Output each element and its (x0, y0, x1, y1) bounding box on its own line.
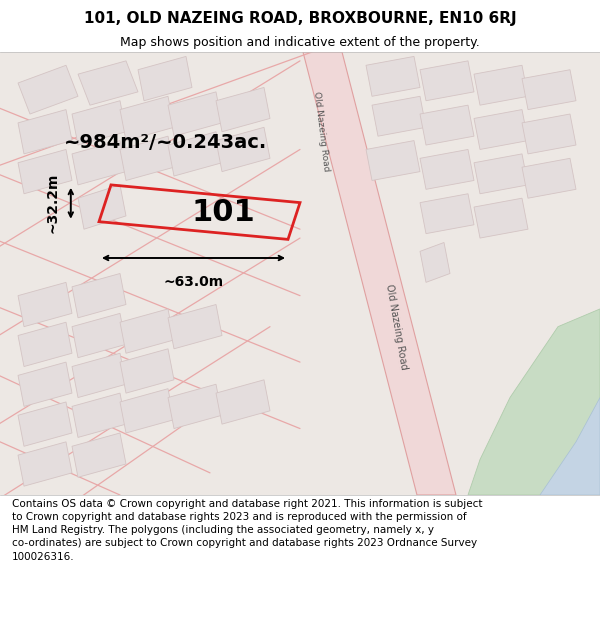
Polygon shape (474, 154, 528, 194)
Polygon shape (72, 353, 126, 398)
Polygon shape (72, 433, 126, 478)
Text: ~63.0m: ~63.0m (163, 275, 224, 289)
Text: Map shows position and indicative extent of the property.: Map shows position and indicative extent… (120, 36, 480, 49)
Polygon shape (468, 309, 600, 495)
Polygon shape (72, 101, 126, 145)
Polygon shape (18, 282, 72, 327)
Polygon shape (168, 92, 222, 136)
Polygon shape (366, 141, 420, 181)
Polygon shape (120, 309, 174, 353)
Text: Contains OS data © Crown copyright and database right 2021. This information is : Contains OS data © Crown copyright and d… (12, 499, 482, 562)
Polygon shape (168, 384, 222, 429)
Polygon shape (120, 349, 174, 393)
Polygon shape (138, 56, 192, 101)
Polygon shape (303, 52, 456, 495)
Polygon shape (420, 105, 474, 145)
Polygon shape (522, 114, 576, 154)
Polygon shape (78, 185, 126, 229)
Polygon shape (522, 70, 576, 109)
Polygon shape (420, 242, 450, 282)
Polygon shape (120, 389, 174, 433)
Polygon shape (18, 402, 72, 446)
Polygon shape (168, 304, 222, 349)
Polygon shape (168, 132, 222, 176)
Text: Old Nazeing Road: Old Nazeing Road (383, 283, 409, 370)
Polygon shape (72, 141, 126, 185)
Text: Old Nazeing Road: Old Nazeing Road (311, 91, 331, 172)
Polygon shape (18, 442, 72, 486)
Polygon shape (216, 127, 270, 172)
Polygon shape (216, 88, 270, 132)
Polygon shape (474, 65, 528, 105)
Text: ~32.2m: ~32.2m (46, 173, 60, 234)
Polygon shape (366, 56, 420, 96)
Polygon shape (120, 96, 174, 141)
Polygon shape (420, 194, 474, 234)
Polygon shape (18, 362, 72, 406)
Text: 101, OLD NAZEING ROAD, BROXBOURNE, EN10 6RJ: 101, OLD NAZEING ROAD, BROXBOURNE, EN10 … (83, 11, 517, 26)
Polygon shape (372, 96, 426, 136)
Polygon shape (420, 149, 474, 189)
Polygon shape (18, 65, 78, 114)
Polygon shape (72, 274, 126, 318)
Polygon shape (420, 61, 474, 101)
Polygon shape (78, 61, 138, 105)
Text: 101: 101 (191, 198, 256, 227)
Text: ~984m²/~0.243ac.: ~984m²/~0.243ac. (64, 133, 266, 152)
Polygon shape (522, 158, 576, 198)
Polygon shape (18, 149, 72, 194)
Polygon shape (120, 136, 174, 181)
Polygon shape (216, 380, 270, 424)
Polygon shape (72, 313, 126, 358)
Polygon shape (18, 322, 72, 366)
Polygon shape (540, 398, 600, 495)
Polygon shape (474, 198, 528, 238)
Polygon shape (474, 109, 528, 149)
Polygon shape (72, 393, 126, 438)
Polygon shape (18, 109, 72, 154)
